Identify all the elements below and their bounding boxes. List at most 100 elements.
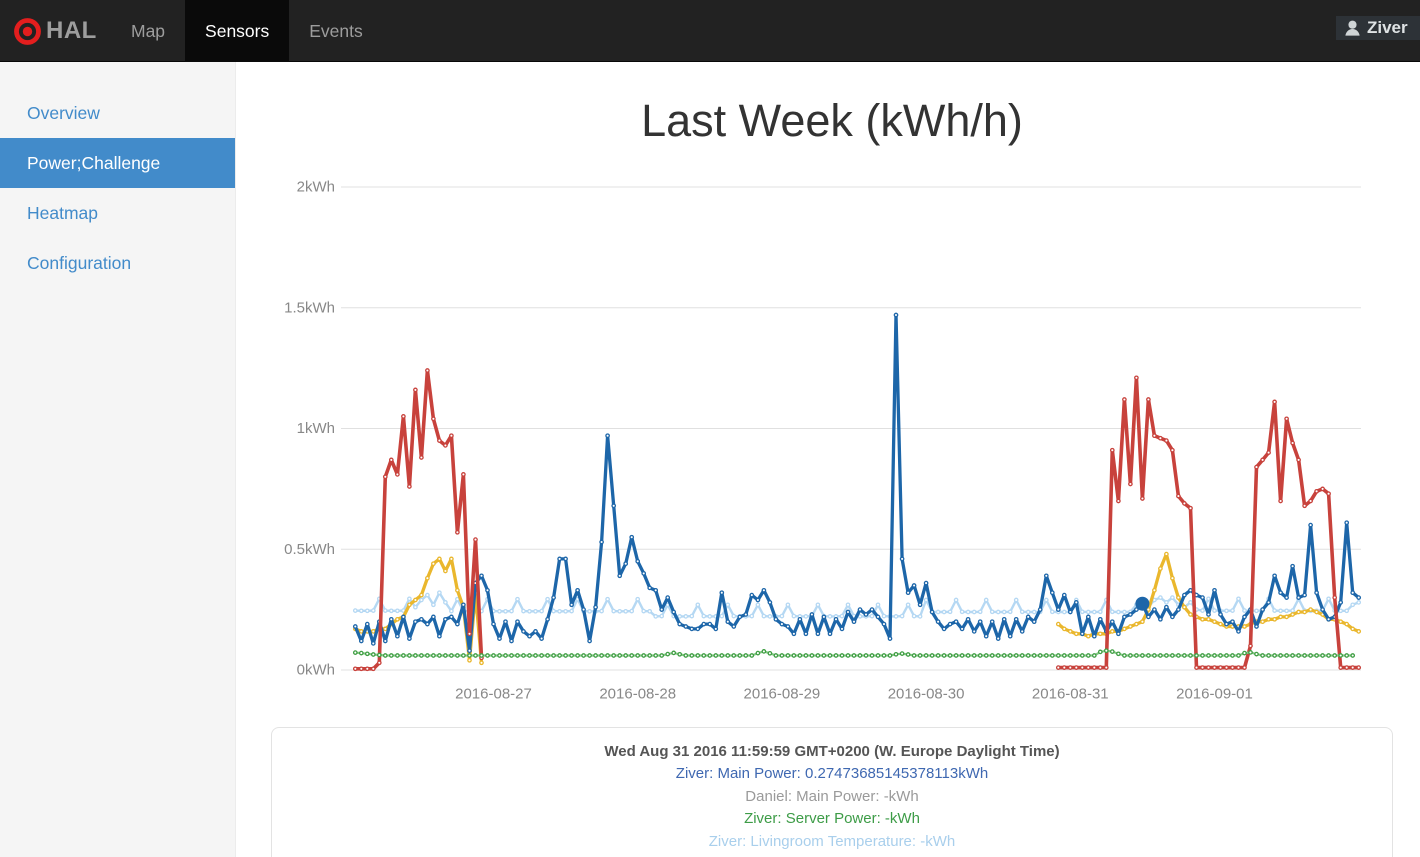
data-point-ziver-main-power	[671, 609, 677, 615]
data-point-ziver-main-power	[635, 558, 641, 564]
data-point-yellow	[1055, 621, 1061, 627]
navbar-item-sensors[interactable]: Sensors	[185, 0, 290, 62]
data-point-livingroom-temperature	[695, 602, 701, 608]
data-point-ziver-main-power	[983, 633, 989, 639]
data-point-livingroom-temperature	[827, 614, 833, 619]
user-menu[interactable]: Ziver	[1336, 16, 1420, 40]
data-point-ziver-main-power	[719, 590, 725, 596]
navbar-menu: Map Sensors Events	[111, 0, 383, 62]
data-point-livingroom-temperature	[677, 614, 683, 619]
data-point-red	[1200, 665, 1205, 670]
data-point-ziver-server-power	[1230, 653, 1235, 658]
data-point-yellow	[1109, 629, 1115, 634]
sidebar-item-heatmap[interactable]: Heatmap	[27, 203, 99, 223]
data-point-ziver-main-power	[773, 616, 779, 622]
data-point-red	[1350, 665, 1356, 670]
data-point-ziver-main-power	[857, 607, 863, 612]
data-point-livingroom-temperature	[1242, 608, 1247, 613]
data-point-ziver-server-power	[1296, 653, 1301, 658]
data-point-ziver-server-power	[1326, 653, 1331, 658]
data-point-ziver-main-power	[533, 629, 538, 634]
series-livingroom-temperature	[352, 590, 1362, 619]
data-point-yellow	[467, 657, 472, 663]
data-point-red	[1230, 665, 1235, 670]
data-point-ziver-server-power	[665, 651, 671, 657]
data-point-ziver-main-power	[1266, 600, 1271, 605]
data-point-livingroom-temperature	[1170, 595, 1175, 600]
data-point-ziver-server-power	[491, 653, 496, 658]
data-point-ziver-server-power	[364, 651, 370, 657]
data-point-livingroom-temperature	[407, 596, 412, 602]
data-point-red	[1055, 665, 1061, 670]
data-point-ziver-server-power	[479, 653, 484, 658]
data-point-ziver-server-power	[1266, 653, 1271, 658]
data-point-red	[1344, 665, 1350, 670]
data-point-ziver-main-power	[509, 638, 514, 644]
data-point-ziver-server-power	[407, 653, 412, 658]
data-point-livingroom-temperature	[569, 608, 574, 614]
data-point-ziver-main-power	[791, 631, 797, 637]
data-point-livingroom-temperature	[1230, 608, 1235, 613]
sidebar-item-overview[interactable]: Overview	[27, 103, 100, 123]
data-point-ziver-main-power	[953, 619, 959, 625]
data-point-ziver-main-power	[851, 619, 857, 625]
data-point-ziver-server-power	[1338, 653, 1344, 658]
data-point-ziver-main-power	[461, 602, 466, 608]
data-point-ziver-main-power	[1073, 600, 1079, 605]
data-point-red	[1266, 450, 1271, 455]
data-point-livingroom-temperature	[1200, 608, 1205, 613]
data-point-yellow	[1170, 575, 1175, 581]
data-point-ziver-main-power	[1314, 590, 1319, 596]
navbar-item-events[interactable]: Events	[309, 21, 363, 41]
data-point-livingroom-temperature	[1061, 609, 1067, 615]
data-point-ziver-server-power	[1350, 653, 1356, 658]
data-point-ziver-main-power	[653, 587, 659, 593]
series-red	[352, 368, 1362, 672]
data-point-ziver-server-power	[1001, 653, 1007, 658]
brand[interactable]: HAL	[13, 0, 97, 62]
data-point-livingroom-temperature	[1236, 596, 1241, 602]
data-point-livingroom-temperature	[545, 596, 550, 602]
data-point-red	[1236, 665, 1241, 670]
data-point-ziver-main-power	[1109, 619, 1115, 625]
data-point-red	[419, 455, 424, 460]
data-point-ziver-server-power	[352, 650, 358, 655]
data-point-red	[1164, 438, 1169, 443]
data-point-ziver-main-power	[443, 616, 448, 622]
data-point-livingroom-temperature	[1097, 609, 1103, 615]
data-point-ziver-server-power	[1254, 651, 1259, 657]
data-point-ziver-server-power	[1079, 653, 1085, 658]
data-point-livingroom-temperature	[905, 602, 911, 608]
data-point-livingroom-temperature	[893, 614, 899, 619]
line-chart[interactable]: 0kWh 0.5kWh 1kWh 1.5kWh 2kWh 2016-08-27 2016-0…	[271, 150, 1393, 715]
data-point-ziver-server-power	[995, 653, 1001, 658]
sidebar-item-power-challenge[interactable]: Power;Challenge	[0, 138, 235, 188]
data-point-ziver-server-power	[653, 653, 659, 658]
data-point-livingroom-temperature	[611, 608, 617, 614]
data-point-ziver-main-power	[425, 621, 430, 627]
data-point-yellow	[1308, 607, 1313, 612]
data-point-livingroom-temperature	[803, 614, 809, 619]
data-point-ziver-server-power	[1320, 653, 1325, 658]
data-point-ziver-main-power	[1308, 522, 1313, 528]
data-point-red	[1284, 416, 1289, 422]
data-point-red	[1188, 505, 1193, 511]
data-point-ziver-main-power	[395, 633, 400, 639]
data-point-ziver-main-power	[917, 602, 923, 608]
data-point-livingroom-temperature	[533, 608, 538, 614]
data-point-ziver-server-power	[839, 653, 845, 658]
data-point-livingroom-temperature	[413, 604, 418, 610]
data-point-ziver-main-power	[545, 616, 550, 622]
data-point-livingroom-temperature	[653, 614, 659, 619]
highlighted-point[interactable]	[1135, 596, 1150, 611]
data-point-red	[413, 387, 418, 393]
brand-title: HAL	[46, 17, 97, 44]
data-point-ziver-main-power	[929, 609, 935, 615]
data-point-ziver-server-power	[743, 653, 749, 658]
data-point-yellow	[1122, 626, 1127, 632]
data-point-ziver-main-power	[617, 573, 623, 579]
data-point-red	[1085, 665, 1091, 670]
navbar-item-map[interactable]: Map	[131, 21, 166, 41]
data-point-livingroom-temperature	[599, 608, 604, 614]
sidebar-item-configuration[interactable]: Configuration	[27, 253, 132, 273]
